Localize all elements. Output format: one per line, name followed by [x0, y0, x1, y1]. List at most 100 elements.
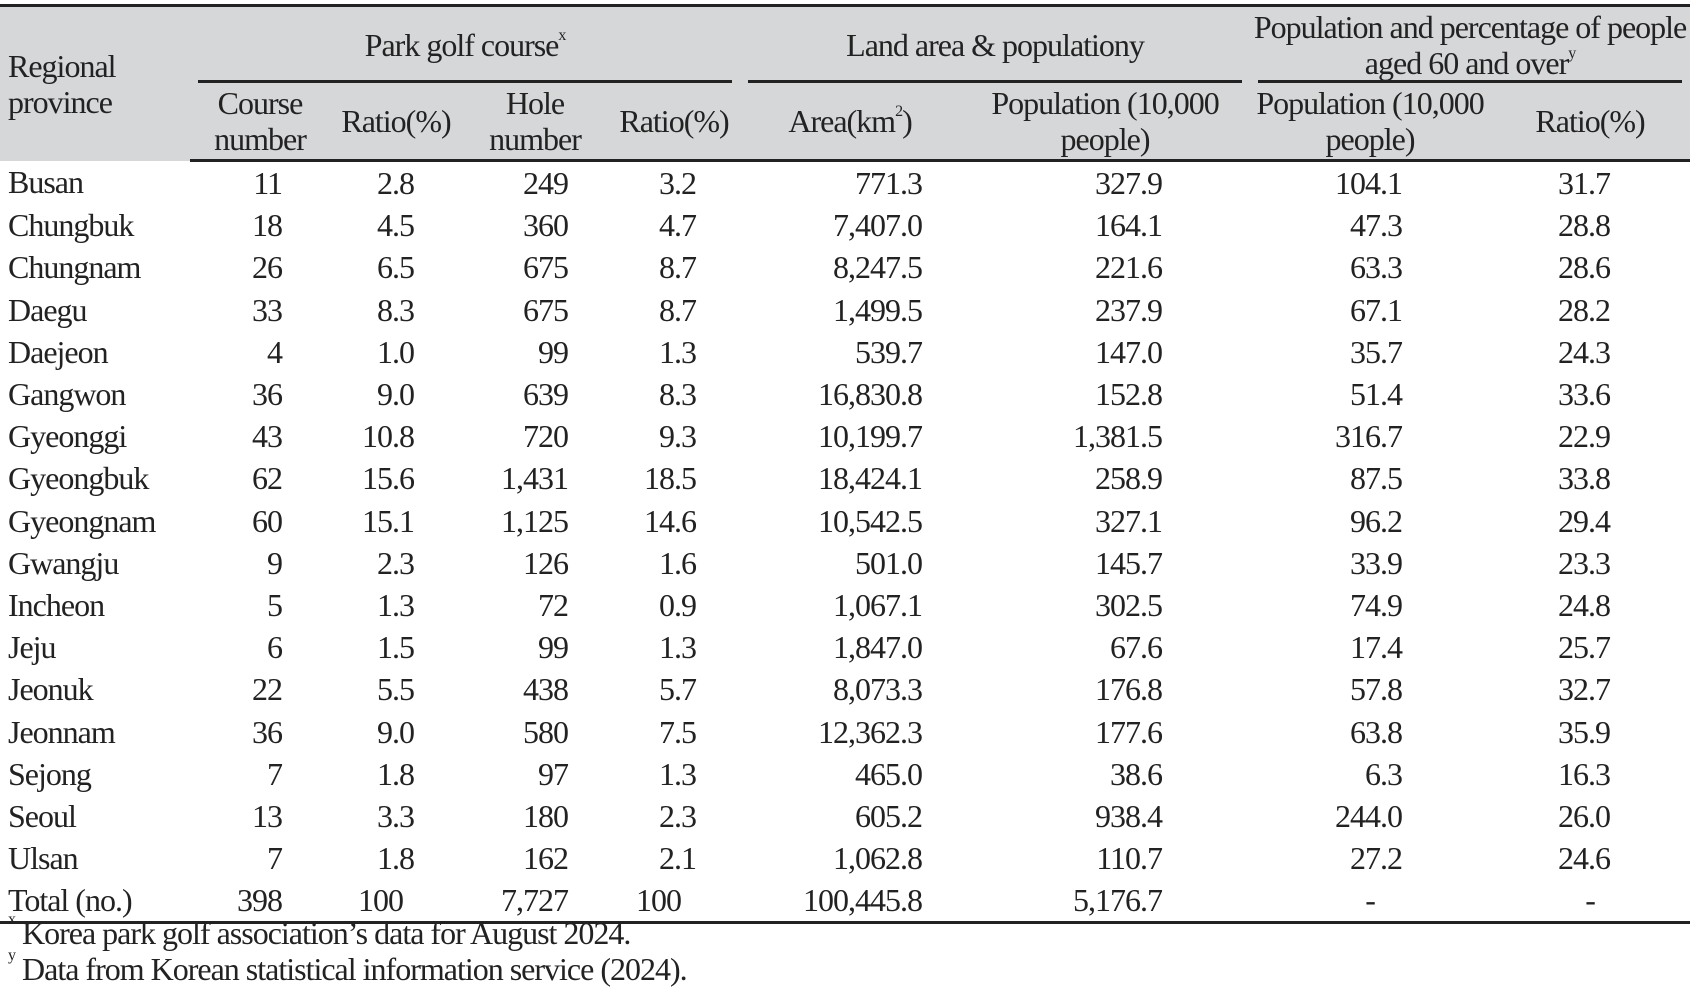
course-number-cell: 4 [267, 333, 283, 370]
hole-number-cell: 438 [523, 671, 569, 708]
hole-number-cell: 126 [523, 544, 569, 581]
table-row: Jeonuk 22 5.5 438 5.7 8,073.3 176.8 57.8 32.7 [0, 668, 1690, 710]
course-number-cell: 36 [252, 713, 283, 750]
hole-number-cell: 720 [523, 418, 569, 455]
area-header-label: Area(km [788, 103, 896, 139]
region-cell: Ulsan [8, 840, 79, 877]
table-row: Busan 11 2.8 249 3.2 771.3 327.9 104.1 31.7 [0, 161, 1690, 205]
aged-ratio-cell: 25.7 [1558, 629, 1611, 666]
aged-population-cell: 87.5 [1350, 460, 1403, 497]
population-cell: 258.9 [1095, 460, 1163, 497]
course-ratio-cell: 9.0 [377, 376, 415, 413]
table-row: Gangwon 36 9.0 639 8.3 16,830.8 152.8 51.4 33.6 [0, 373, 1690, 415]
area-cell: 1,499.5 [833, 291, 923, 328]
aged-ratio-cell: 16.3 [1558, 755, 1611, 792]
hole-ratio-cell: 14.6 [644, 502, 697, 539]
aged-ratio-cell: 35.9 [1558, 713, 1611, 750]
total-hole-ratio-cell: 100 [608, 879, 741, 925]
area-header: Area(km2) [740, 83, 961, 162]
region-cell: Daegu [8, 291, 88, 328]
hole-number-cell: 675 [523, 249, 569, 286]
region-cell: Chungnam [8, 249, 141, 286]
aged-population-cell: 104.1 [1335, 165, 1403, 202]
region-cell: Busan [8, 164, 84, 201]
area-cell: 8,247.5 [833, 249, 923, 286]
course-ratio-cell: 15.1 [362, 502, 415, 539]
aged-ratio-cell: 33.6 [1558, 376, 1611, 413]
table-row: Gyeongnam 60 15.1 1,125 14.6 10,542.5 327.1 96.… [0, 500, 1690, 542]
total-row: Total (no.) 398 100 7,727 100 100,445.8 5,176.… [0, 879, 1691, 925]
total-population-cell: 5,176.7 [960, 879, 1251, 925]
region-cell: Gyeonggi [8, 418, 127, 455]
hole-number-header: Hole number [462, 83, 608, 162]
footnote-x-mark: x [8, 911, 16, 929]
table-row: Daejeon 4 1.0 99 1.3 539.7 147.0 35.7 24.3 [0, 331, 1690, 373]
aged-population-cell: 96.2 [1350, 502, 1403, 539]
aged-population-cell: 17.4 [1350, 629, 1403, 666]
course-ratio-cell: 3.3 [377, 797, 415, 834]
park-golf-footnote-mark: x [558, 27, 566, 45]
aged-population-cell: 67.1 [1350, 291, 1403, 328]
table-row: Sejong 7 1.8 97 1.3 465.0 38.6 6.3 16.3 [0, 753, 1690, 795]
aged-ratio-cell: 24.8 [1558, 586, 1611, 623]
table-row: Ulsan 7 1.8 162 2.1 1,062.8 110.7 27.2 24.6 [0, 837, 1690, 879]
park-golf-table: Regional province Park golf coursex Land… [0, 4, 1691, 925]
population-cell: 38.6 [1110, 755, 1163, 792]
hole-ratio-cell: 18.5 [644, 460, 697, 497]
population-cell: 938.4 [1095, 797, 1163, 834]
course-ratio-cell: 1.8 [377, 755, 415, 792]
course-ratio-cell: 1.8 [377, 840, 415, 877]
aged-ratio-cell: 29.4 [1558, 502, 1611, 539]
course-ratio-cell: 10.8 [362, 418, 415, 455]
course-ratio-cell: 1.0 [377, 333, 415, 370]
population-cell: 221.6 [1095, 249, 1163, 286]
hole-ratio-cell: 0.9 [659, 586, 697, 623]
total-aged-ratio-cell: - [1490, 879, 1691, 925]
course-ratio-cell: 1.5 [377, 629, 415, 666]
region-cell: Sejong [8, 755, 92, 792]
hole-ratio-cell: 4.7 [659, 207, 697, 244]
area-cell: 539.7 [855, 333, 923, 370]
course-number-cell: 6 [267, 629, 283, 666]
hole-number-cell: 249 [523, 165, 569, 202]
hole-ratio-cell: 2.1 [659, 840, 697, 877]
course-ratio-cell: 2.3 [377, 544, 415, 581]
population-cell: 327.9 [1095, 165, 1163, 202]
total-area-cell: 100,445.8 [740, 879, 961, 925]
aged-population-cell: 35.7 [1350, 333, 1403, 370]
total-aged-population-cell: - [1250, 879, 1491, 925]
footnote-y: y Data from Korean statistical informati… [8, 948, 688, 987]
area-superscript: 2 [895, 103, 903, 121]
area-cell: 10,542.5 [818, 502, 923, 539]
hole-number-cell: 580 [523, 713, 569, 750]
aged-ratio-cell: 28.6 [1558, 249, 1611, 286]
course-ratio-cell: 1.3 [377, 586, 415, 623]
aged-ratio-cell: 24.6 [1558, 840, 1611, 877]
region-cell: Gyeongbuk [8, 460, 149, 497]
population-cell: 147.0 [1095, 333, 1163, 370]
course-ratio-cell: 8.3 [377, 291, 415, 328]
population-cell: 145.7 [1095, 544, 1163, 581]
region-cell: Jeonuk [8, 671, 94, 708]
land-group-label: Land area & populationy [846, 27, 1145, 63]
course-ratio-header: Ratio(%) [330, 83, 462, 162]
aged-group-label: Population and percentage of people aged… [1253, 9, 1687, 81]
course-ratio-cell: 6.5 [377, 249, 415, 286]
table-header: Regional province Park golf coursex Land… [0, 4, 1691, 162]
population-cell: 177.6 [1095, 713, 1163, 750]
total-course-cell: 398 [190, 879, 330, 925]
aged-population-header: Population (10,000 people) [1250, 83, 1491, 162]
table-body: Busan 11 2.8 249 3.2 771.3 327.9 104.1 31.7 Chung… [0, 161, 1691, 925]
table-row: Gwangju 9 2.3 126 1.6 501.0 145.7 33.9 23.3 [0, 542, 1690, 584]
course-ratio-cell: 15.6 [362, 460, 415, 497]
course-ratio-cell: 4.5 [377, 207, 415, 244]
population-cell: 67.6 [1110, 629, 1163, 666]
population-cell: 176.8 [1095, 671, 1163, 708]
aged-population-cell: 51.4 [1350, 376, 1403, 413]
park-golf-group-header: Park golf coursex [190, 4, 741, 83]
footnote-y-mark: y [8, 947, 16, 965]
area-cell: 8,073.3 [833, 671, 923, 708]
area-cell: 465.0 [855, 755, 923, 792]
population-cell: 302.5 [1095, 586, 1163, 623]
table-row: Incheon 5 1.3 72 0.9 1,067.1 302.5 74.9 24.8 [0, 584, 1690, 626]
